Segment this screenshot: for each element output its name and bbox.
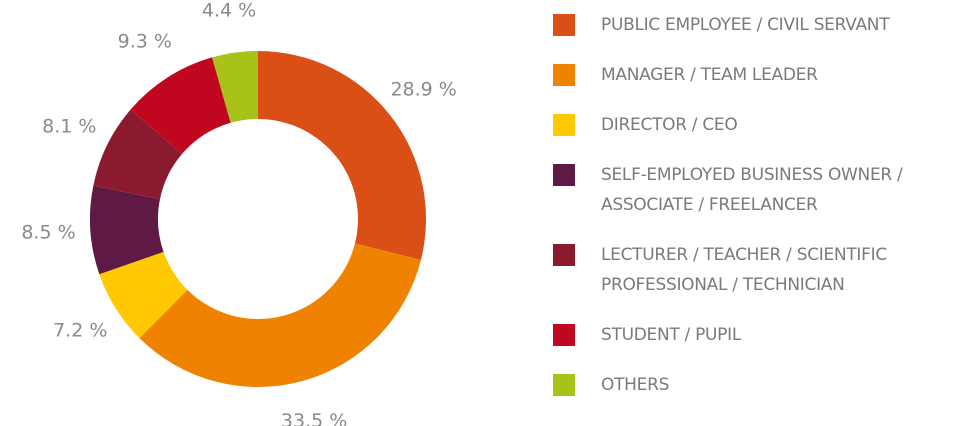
legend-swatch xyxy=(553,374,575,396)
legend-swatch xyxy=(553,244,575,266)
legend-swatch xyxy=(553,324,575,346)
legend-item: MANAGER / TEAM LEADER xyxy=(553,60,973,90)
donut-slice xyxy=(90,185,164,275)
legend-item: DIRECTOR / CEO xyxy=(553,110,973,140)
legend-swatch xyxy=(553,164,575,186)
legend-item: OTHERS xyxy=(553,370,973,400)
donut-slice xyxy=(212,51,258,123)
data-label: 8.1 % xyxy=(42,115,96,137)
legend-swatch xyxy=(553,64,575,86)
donut-slice xyxy=(99,251,188,339)
donut-area: 28.9 % 33.5 % 7.2 % 8.5 % 8.1 % 9.3 % 4.4 % xyxy=(21,0,457,426)
legend-item: SELF-EMPLOYED BUSINESS OWNER / ASSOCIATE… xyxy=(553,160,973,220)
data-label: 33.5 % xyxy=(281,410,347,426)
donut-slice xyxy=(130,57,231,154)
legend-label: STUDENT / PUPIL xyxy=(601,325,742,345)
legend-label: LECTURER / TEACHER / SCIENTIFIC PROFESSI… xyxy=(601,245,887,295)
data-label: 7.2 % xyxy=(53,319,107,341)
legend-label: SELF-EMPLOYED BUSINESS OWNER / ASSOCIATE… xyxy=(601,165,903,215)
legend-label: OTHERS xyxy=(601,375,670,395)
donut-slice xyxy=(139,243,421,387)
legend-item: PUBLIC EMPLOYEE / CIVIL SERVANT xyxy=(553,10,973,40)
legend: PUBLIC EMPLOYEE / CIVIL SERVANT MANAGER /… xyxy=(553,10,973,400)
data-label: 28.9 % xyxy=(390,78,456,100)
legend-item: LECTURER / TEACHER / SCIENTIFIC PROFESSI… xyxy=(553,240,973,300)
legend-label: PUBLIC EMPLOYEE / CIVIL SERVANT xyxy=(601,15,890,35)
donut-slice xyxy=(258,51,426,261)
legend-swatch xyxy=(553,114,575,136)
data-label: 9.3 % xyxy=(118,31,172,53)
data-label: 4.4 % xyxy=(202,0,256,22)
legend-label: DIRECTOR / CEO xyxy=(601,115,738,135)
donut-slice xyxy=(93,109,183,200)
legend-swatch xyxy=(553,14,575,36)
legend-item: STUDENT / PUPIL xyxy=(553,320,973,350)
data-label: 8.5 % xyxy=(21,222,75,244)
legend-label: MANAGER / TEAM LEADER xyxy=(601,65,818,85)
